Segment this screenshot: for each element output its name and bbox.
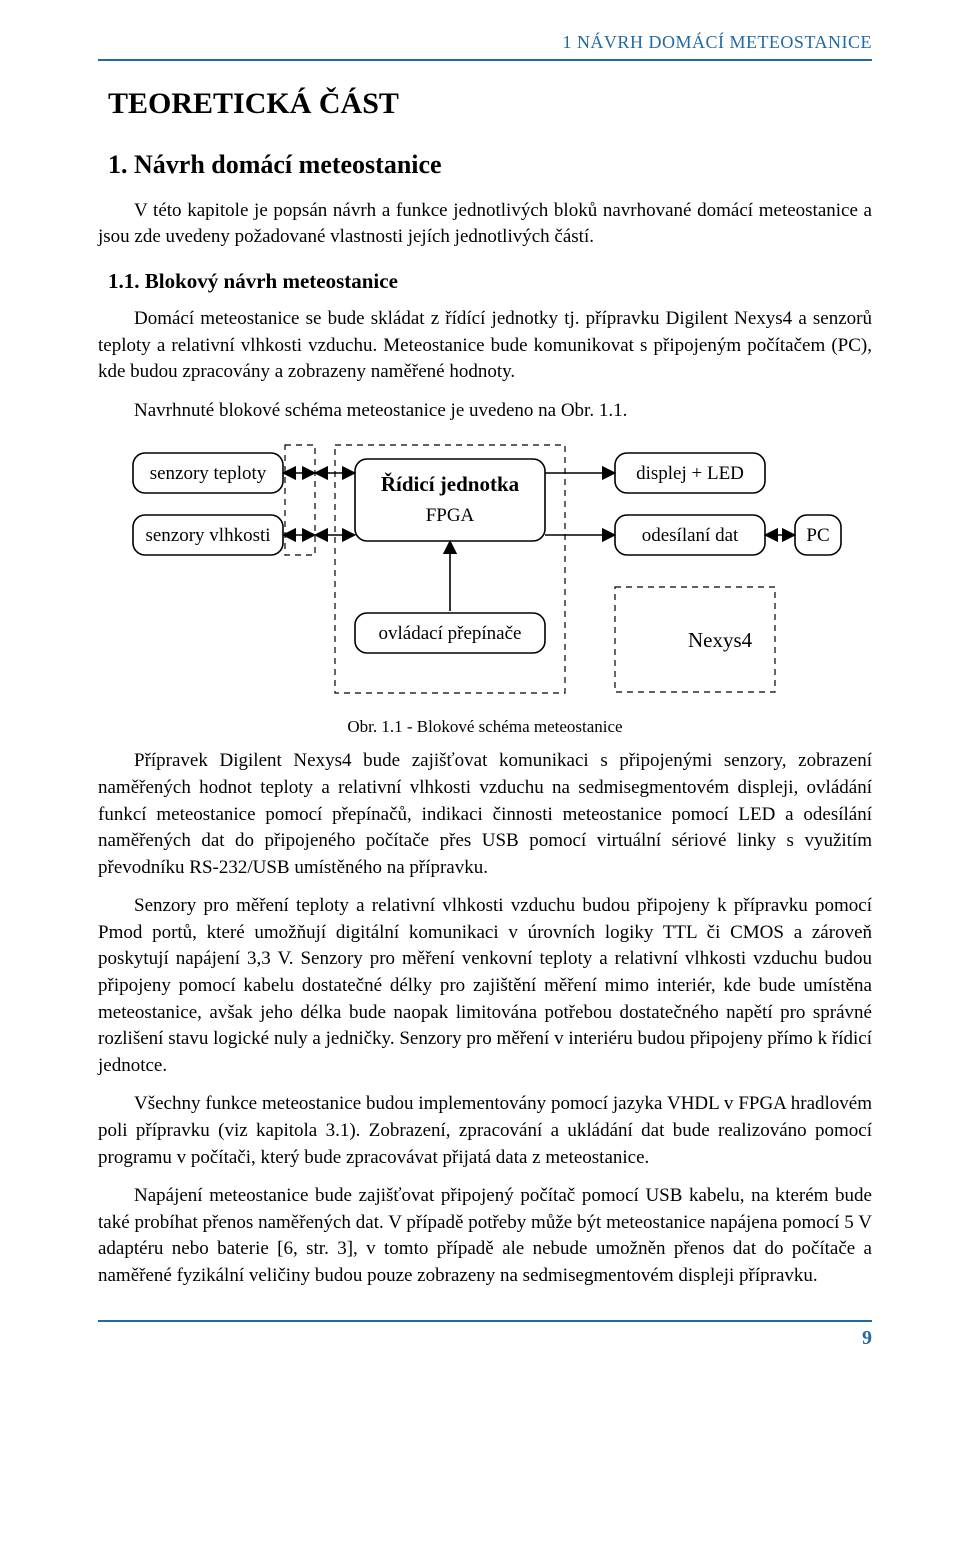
- para-after-fig-1: Přípravek Digilent Nexys4 bude zajišťova…: [98, 748, 872, 881]
- para-after-fig-4: Napájení meteostanice bude zajišťovat př…: [98, 1183, 872, 1289]
- svg-text:displej + LED: displej + LED: [636, 463, 744, 484]
- node-controller: Řídicí jednotka FPGA: [355, 459, 545, 541]
- chapter-title: 1. Návrh domácí meteostanice: [98, 147, 872, 183]
- node-switches: ovládací přepínače: [355, 613, 545, 653]
- svg-text:PC: PC: [806, 525, 829, 546]
- running-header: 1 NÁVRH DOMÁCÍ METEOSTANICE: [98, 30, 872, 55]
- node-pc: PC: [795, 515, 841, 555]
- chapter-name: Návrh domácí meteostanice: [134, 150, 442, 179]
- section-name: Blokový návrh meteostanice: [145, 269, 398, 293]
- svg-text:ovládací přepínače: ovládací přepínače: [379, 623, 522, 644]
- part-title: TEORETICKÁ ČÁST: [98, 83, 872, 125]
- page-footer: 9: [98, 1320, 872, 1352]
- block-diagram-svg: senzory teploty senzory vlhkosti Řídicí …: [125, 437, 845, 707]
- node-display: displej + LED: [615, 453, 765, 493]
- svg-text:Řídicí jednotka: Řídicí jednotka: [381, 472, 520, 496]
- header-rule: [98, 59, 872, 61]
- node-sensors-temp: senzory teploty: [133, 453, 283, 493]
- page-number: 9: [98, 1324, 872, 1352]
- block-diagram: senzory teploty senzory vlhkosti Řídicí …: [125, 437, 845, 707]
- node-sensors-hum: senzory vlhkosti: [133, 515, 283, 555]
- section-title: 1.1. Blokový návrh meteostanice: [98, 267, 872, 296]
- para-after-fig-3: Všechny funkce meteostanice budou implem…: [98, 1091, 872, 1171]
- para-sec-1: Domácí meteostanice se bude skládat z ří…: [98, 306, 872, 386]
- svg-text:senzory vlhkosti: senzory vlhkosti: [145, 525, 270, 546]
- figure-caption: Obr. 1.1 - Blokové schéma meteostanice: [98, 715, 872, 739]
- dash-group-left: [285, 445, 315, 555]
- chapter-number: 1.: [108, 150, 128, 179]
- para-intro: V této kapitole je popsán návrh a funkce…: [98, 198, 872, 251]
- nexys-label: Nexys4: [688, 628, 753, 652]
- para-sec-2: Navrhnuté blokové schéma meteostanice je…: [98, 398, 872, 425]
- svg-text:FPGA: FPGA: [426, 505, 475, 526]
- footer-rule: [98, 1320, 872, 1322]
- para-after-fig-2: Senzory pro měření teploty a relativní v…: [98, 893, 872, 1079]
- section-number: 1.1.: [108, 269, 140, 293]
- svg-text:senzory teploty: senzory teploty: [150, 463, 267, 484]
- node-tx: odesílaní dat: [615, 515, 765, 555]
- svg-text:odesílaní dat: odesílaní dat: [642, 525, 739, 546]
